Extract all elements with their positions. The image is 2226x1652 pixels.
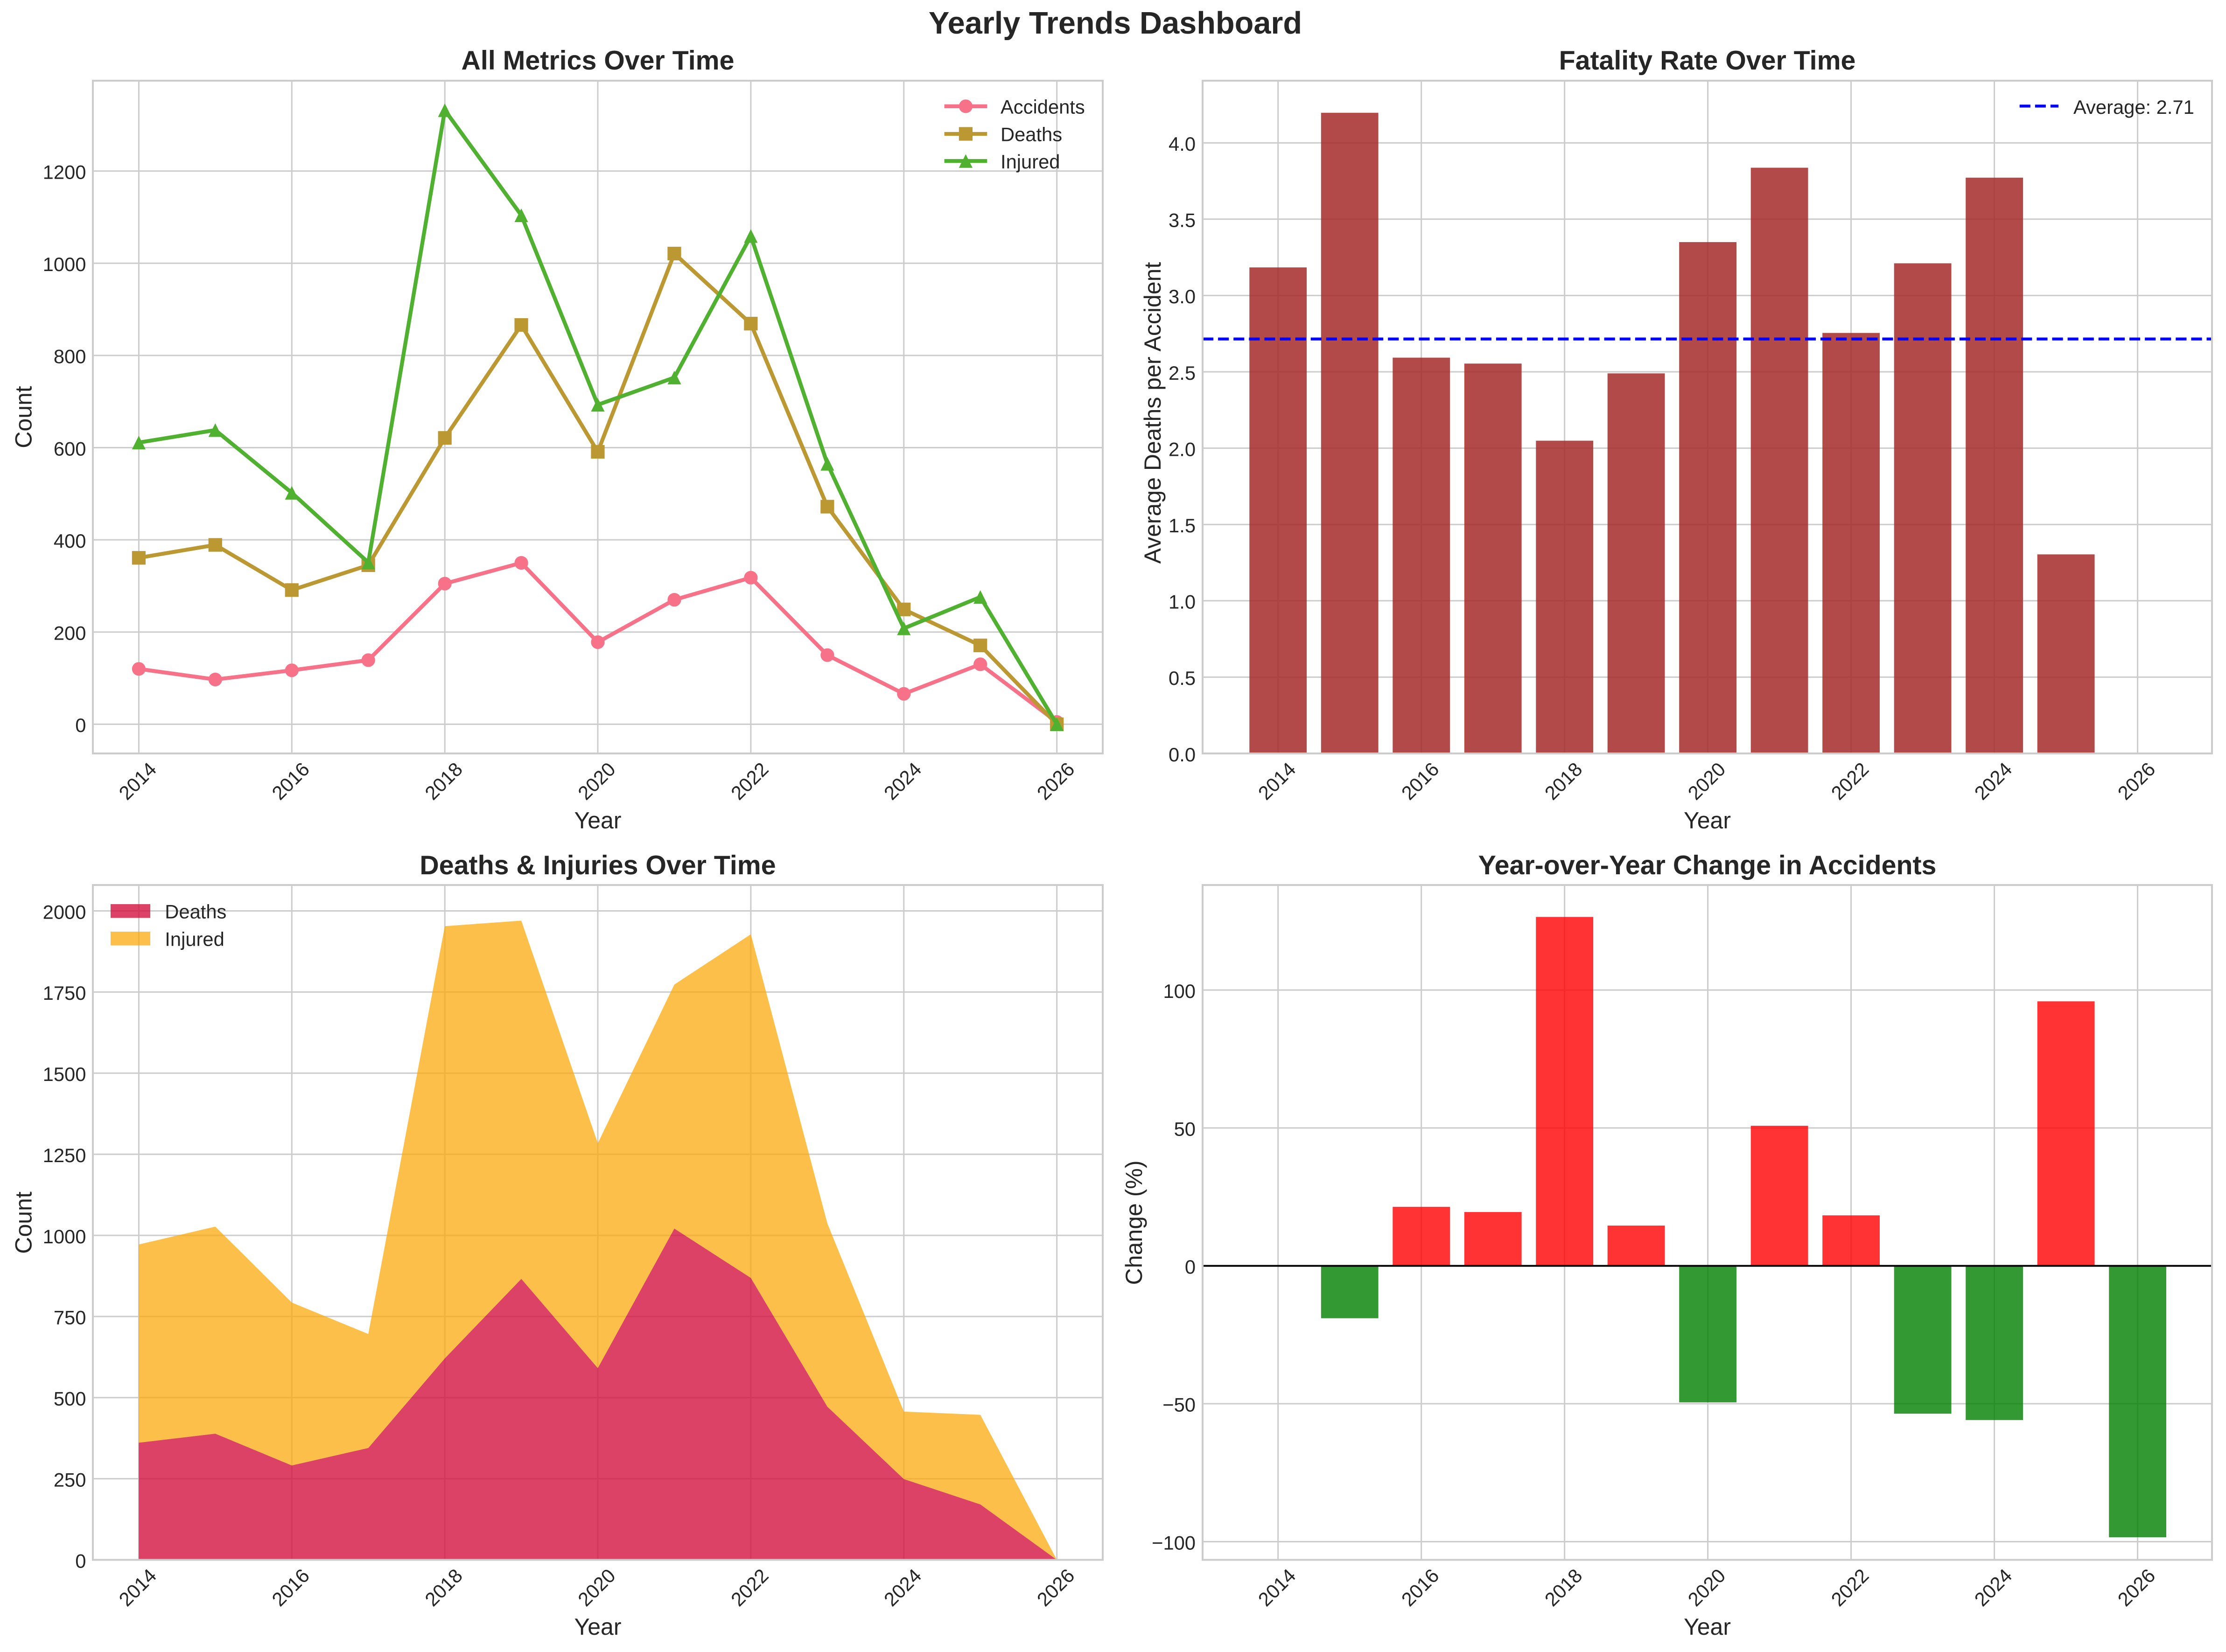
- svg-text:1500: 1500: [43, 1063, 86, 1085]
- svg-text:Count: Count: [11, 386, 37, 448]
- svg-text:Year: Year: [1684, 1614, 1731, 1640]
- svg-text:400: 400: [54, 530, 86, 552]
- svg-text:50: 50: [1174, 1118, 1196, 1140]
- svg-text:2.5: 2.5: [1169, 362, 1196, 384]
- svg-text:750: 750: [54, 1307, 86, 1329]
- svg-text:600: 600: [54, 438, 86, 460]
- svg-text:2.0: 2.0: [1169, 438, 1196, 460]
- svg-text:200: 200: [54, 622, 86, 644]
- svg-text:1250: 1250: [43, 1144, 86, 1166]
- svg-text:Year-over-Year Change in Accid: Year-over-Year Change in Accidents: [1478, 850, 1937, 880]
- svg-text:Average Deaths per Accident: Average Deaths per Accident: [1140, 262, 1166, 564]
- svg-text:Fatality Rate Over Time: Fatality Rate Over Time: [1559, 46, 1856, 76]
- svg-text:0: 0: [75, 1550, 86, 1572]
- svg-text:−50: −50: [1162, 1394, 1196, 1416]
- svg-text:1000: 1000: [43, 1226, 86, 1248]
- svg-text:Average: 2.71: Average: 2.71: [2073, 96, 2194, 118]
- svg-text:Year: Year: [574, 808, 621, 834]
- svg-text:1200: 1200: [43, 161, 86, 183]
- svg-text:Count: Count: [11, 1192, 37, 1254]
- svg-text:1000: 1000: [43, 253, 86, 275]
- svg-text:1.0: 1.0: [1169, 591, 1196, 613]
- svg-text:3.5: 3.5: [1169, 209, 1196, 231]
- svg-text:1750: 1750: [43, 982, 86, 1004]
- svg-text:Year: Year: [1684, 808, 1731, 834]
- svg-text:0: 0: [1185, 1256, 1196, 1278]
- svg-text:3.0: 3.0: [1169, 286, 1196, 307]
- svg-text:Yearly Trends Dashboard: Yearly Trends Dashboard: [929, 6, 1302, 41]
- svg-text:4.0: 4.0: [1169, 133, 1196, 155]
- svg-text:All Metrics Over Time: All Metrics Over Time: [462, 46, 735, 76]
- svg-text:2000: 2000: [43, 901, 86, 923]
- svg-text:Change (%): Change (%): [1121, 1160, 1147, 1285]
- svg-text:Accidents: Accidents: [1001, 96, 1085, 118]
- svg-text:800: 800: [54, 346, 86, 368]
- svg-text:100: 100: [1163, 980, 1196, 1002]
- svg-text:0.5: 0.5: [1169, 667, 1196, 689]
- svg-text:250: 250: [54, 1469, 86, 1491]
- svg-text:0: 0: [75, 714, 86, 736]
- svg-text:Deaths & Injuries Over Time: Deaths & Injuries Over Time: [420, 850, 776, 880]
- svg-text:Deaths: Deaths: [1001, 124, 1062, 146]
- svg-text:Year: Year: [574, 1614, 621, 1640]
- svg-text:500: 500: [54, 1388, 86, 1410]
- svg-text:0.0: 0.0: [1169, 744, 1196, 766]
- svg-text:Deaths: Deaths: [165, 901, 226, 923]
- svg-text:1.5: 1.5: [1169, 515, 1196, 537]
- svg-text:Injured: Injured: [165, 928, 224, 950]
- svg-text:−100: −100: [1152, 1532, 1196, 1554]
- svg-text:Injured: Injured: [1001, 151, 1060, 173]
